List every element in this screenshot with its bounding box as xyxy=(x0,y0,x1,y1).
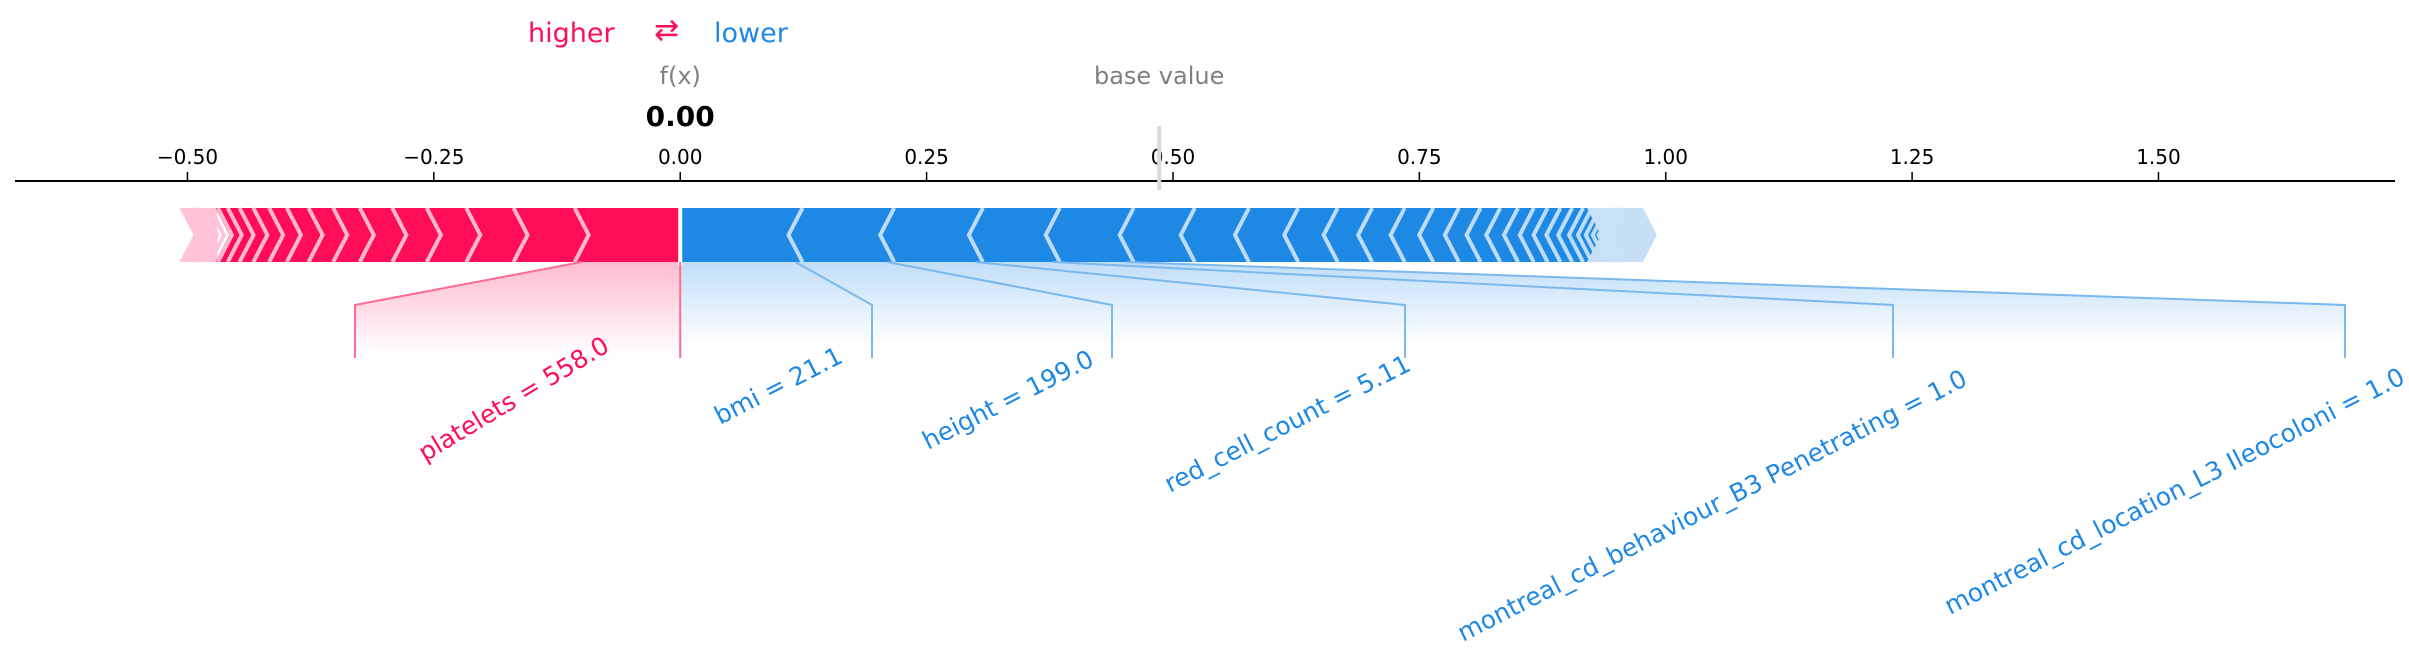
bar-chevron xyxy=(464,207,483,263)
feature-connector xyxy=(1126,261,2346,358)
bar-chevron xyxy=(1517,207,1536,263)
feature-connector xyxy=(1052,261,1894,358)
bar-chevron xyxy=(285,207,304,263)
x-tick-label: 1.00 xyxy=(1643,145,1688,169)
bar-chevron xyxy=(1555,207,1574,263)
feature-connector xyxy=(886,261,1113,358)
bar-chevron xyxy=(331,207,350,263)
bar-chevron xyxy=(1596,207,1615,263)
output-label: f(x) xyxy=(659,62,701,90)
bar-chevron xyxy=(1590,207,1609,263)
bar-chevron xyxy=(572,207,591,263)
bar-chevron xyxy=(1117,207,1136,263)
bar-chevron xyxy=(208,207,227,263)
bar-chevron xyxy=(1281,207,1301,263)
bar-chevron xyxy=(1531,207,1550,263)
bar-chevron xyxy=(237,207,256,263)
output-value: 0.00 xyxy=(645,100,715,133)
bar-chevron xyxy=(190,207,209,263)
x-tick-label: 0.00 xyxy=(658,145,703,169)
bar-chevron xyxy=(1442,207,1461,263)
feature-connector xyxy=(975,261,1406,358)
bar-chevron xyxy=(1232,207,1251,263)
bar-chevron xyxy=(877,207,896,263)
bar-chevron xyxy=(1566,207,1585,263)
feature-label: bmi = 21.1 xyxy=(710,341,848,430)
bar-chevron xyxy=(1606,207,1625,263)
bar-chevron xyxy=(425,207,444,263)
bar-chevron xyxy=(306,207,325,263)
bar-chevron xyxy=(225,207,245,263)
feature-label: red_cell_count = 5.11 xyxy=(1160,349,1416,498)
x-tick-label: 1.25 xyxy=(1890,145,1935,169)
legend-arrows-icon: ⇄ xyxy=(654,13,680,48)
feature-connector xyxy=(354,261,582,358)
bar-chevron xyxy=(1544,207,1563,263)
legend-lower-label: lower xyxy=(714,18,788,49)
bar-chevron xyxy=(358,207,377,263)
bar-chevron xyxy=(1501,207,1520,263)
bar-chevron xyxy=(1583,207,1602,263)
bar-chevron xyxy=(1321,207,1340,263)
bar-chevron xyxy=(1464,207,1483,263)
x-tick-label: −0.50 xyxy=(157,145,218,169)
x-tick-label: 1.50 xyxy=(2136,145,2181,169)
feature-connector xyxy=(795,261,873,358)
legend-arrows-glyph: ⇄ xyxy=(654,13,680,48)
bar-chevron xyxy=(1388,207,1407,263)
bar-chevron xyxy=(1416,207,1436,263)
bar-chevron xyxy=(786,207,805,263)
legend-higher-label: higher xyxy=(528,18,615,49)
lower-feature-fade xyxy=(680,262,2345,345)
bar-chevron xyxy=(966,207,985,263)
bar-chevron xyxy=(1355,207,1374,263)
lower-bar xyxy=(680,208,1605,262)
bar-chevron xyxy=(390,207,409,263)
higher-feature-fade xyxy=(355,262,681,355)
bar-chevron xyxy=(511,207,530,263)
bar-chevron xyxy=(1178,207,1197,263)
feature-label: montreal_cd_location_L3 Ileocoloni = 1.0 xyxy=(1940,362,2409,620)
bar-chevron xyxy=(201,207,220,263)
bar-chevron xyxy=(1484,207,1503,263)
bar-chevron xyxy=(1601,207,1620,263)
feature-label: montreal_cd_behaviour_B3 Penetrating = 1… xyxy=(1453,364,1972,648)
feature-label: height = 199.0 xyxy=(918,344,1099,455)
bar-chevron xyxy=(195,207,214,263)
x-tick-label: 0.75 xyxy=(1397,145,1442,169)
bar-chevron xyxy=(267,207,286,263)
x-tick-label: 0.25 xyxy=(904,145,949,169)
bar-chevron xyxy=(251,207,270,263)
bar-chevron xyxy=(216,207,235,263)
bar-chevron xyxy=(1575,207,1594,263)
higher-bar xyxy=(215,208,681,262)
bar-chevron xyxy=(1043,207,1062,263)
base-value-label: base value xyxy=(1093,62,1225,90)
x-tick-label: −0.25 xyxy=(403,145,464,169)
